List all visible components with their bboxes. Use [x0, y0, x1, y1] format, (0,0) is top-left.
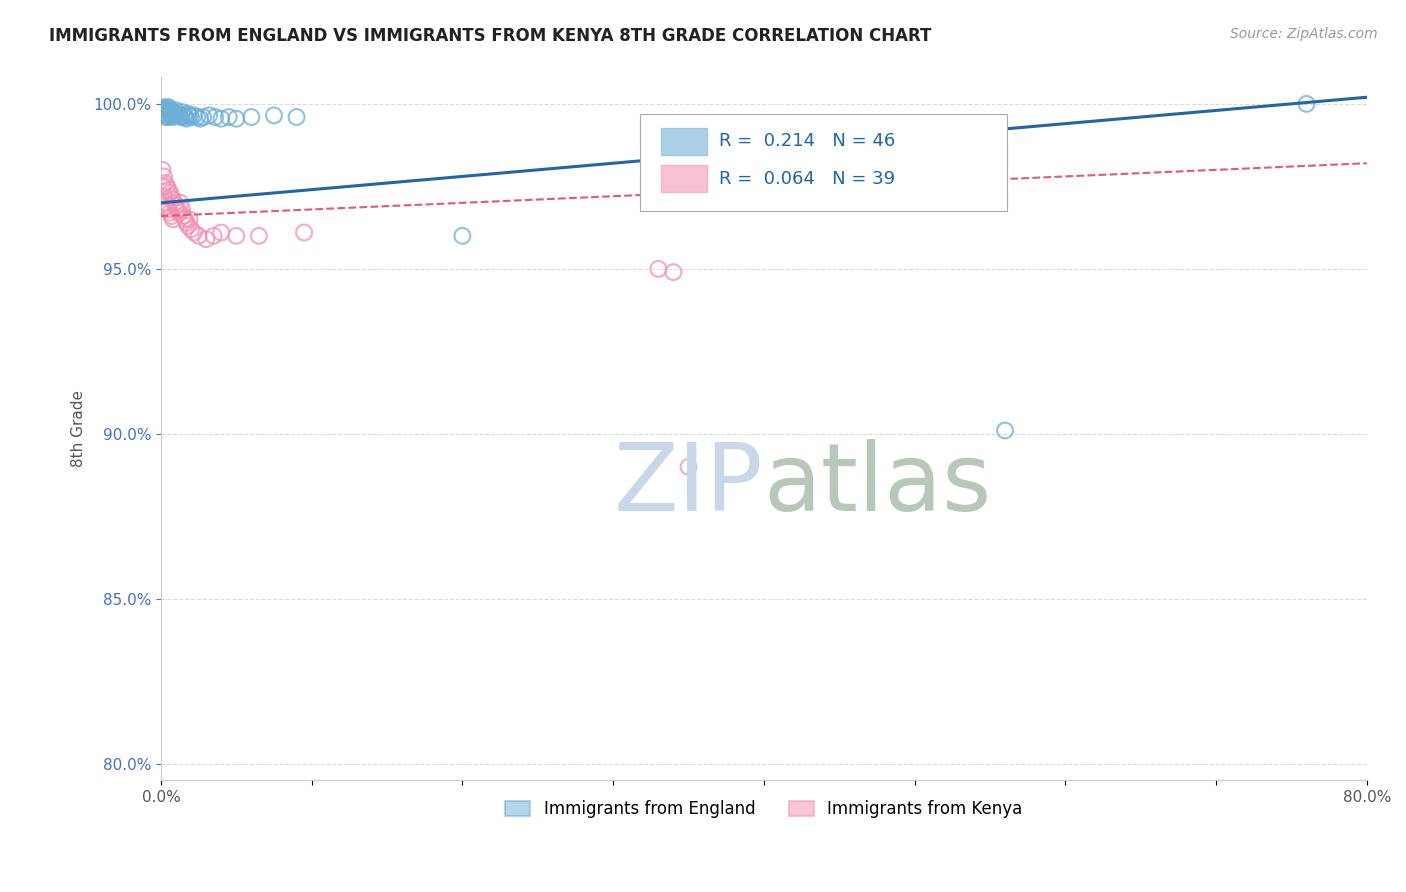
- Text: atlas: atlas: [763, 439, 993, 531]
- Point: [165, 103, 187, 118]
- Point: [678, 459, 700, 474]
- Point: [180, 222, 202, 236]
- Point: [183, 108, 205, 122]
- Text: R =  0.064   N = 39: R = 0.064 N = 39: [720, 169, 896, 187]
- Point: [292, 226, 315, 240]
- Point: [188, 112, 211, 126]
- Text: ZIP: ZIP: [614, 439, 763, 531]
- Text: IMMIGRANTS FROM ENGLAND VS IMMIGRANTS FROM KENYA 8TH GRADE CORRELATION CHART: IMMIGRANTS FROM ENGLAND VS IMMIGRANTS FR…: [49, 27, 932, 45]
- Point: [198, 108, 221, 122]
- Point: [159, 107, 181, 121]
- Point: [155, 176, 177, 190]
- Point: [170, 202, 193, 217]
- Point: [174, 110, 197, 124]
- Point: [166, 202, 188, 217]
- FancyBboxPatch shape: [640, 114, 1008, 211]
- Point: [152, 162, 174, 177]
- Point: [180, 110, 202, 124]
- Point: [153, 100, 176, 114]
- Point: [994, 424, 1017, 438]
- Text: Source: ZipAtlas.com: Source: ZipAtlas.com: [1230, 27, 1378, 41]
- Point: [191, 110, 214, 124]
- Point: [165, 108, 187, 122]
- Point: [152, 107, 174, 121]
- Point: [225, 228, 247, 243]
- Point: [174, 212, 197, 227]
- Point: [169, 110, 191, 124]
- Point: [179, 212, 201, 227]
- Point: [285, 110, 308, 124]
- Point: [183, 226, 205, 240]
- Point: [167, 108, 190, 122]
- Point: [157, 105, 180, 120]
- Point: [155, 107, 177, 121]
- Point: [163, 107, 186, 121]
- Bar: [661, 128, 707, 154]
- Point: [160, 209, 183, 223]
- Point: [159, 186, 181, 200]
- Point: [162, 110, 184, 124]
- Point: [179, 108, 201, 122]
- Point: [155, 110, 177, 124]
- Point: [165, 199, 187, 213]
- Point: [156, 108, 179, 122]
- Y-axis label: 8th Grade: 8th Grade: [72, 391, 86, 467]
- Point: [647, 261, 669, 276]
- Point: [240, 110, 263, 124]
- Point: [166, 107, 188, 121]
- Point: [218, 110, 240, 124]
- Point: [156, 179, 179, 194]
- Point: [157, 110, 180, 124]
- Point: [225, 112, 247, 126]
- Point: [159, 102, 181, 116]
- Point: [153, 189, 176, 203]
- Point: [263, 108, 285, 122]
- Point: [176, 216, 198, 230]
- Point: [162, 105, 184, 120]
- Point: [156, 199, 179, 213]
- Point: [195, 232, 218, 246]
- Point: [173, 108, 195, 122]
- Point: [209, 226, 232, 240]
- Point: [157, 202, 180, 217]
- Point: [177, 107, 200, 121]
- Legend: Immigrants from England, Immigrants from Kenya: Immigrants from England, Immigrants from…: [499, 793, 1029, 825]
- Point: [204, 110, 226, 124]
- Point: [177, 219, 200, 233]
- Point: [162, 193, 184, 207]
- Point: [202, 228, 225, 243]
- Point: [153, 105, 176, 120]
- Point: [160, 189, 183, 203]
- Point: [170, 105, 193, 120]
- Point: [156, 103, 179, 118]
- Point: [167, 205, 190, 219]
- Point: [176, 112, 198, 126]
- Point: [157, 100, 180, 114]
- Point: [169, 195, 191, 210]
- Point: [157, 183, 180, 197]
- Point: [173, 209, 195, 223]
- Point: [153, 169, 176, 184]
- Point: [186, 110, 208, 124]
- Point: [662, 265, 685, 279]
- Point: [155, 195, 177, 210]
- Bar: [661, 165, 707, 192]
- Point: [163, 195, 186, 210]
- Point: [152, 102, 174, 116]
- Point: [247, 228, 270, 243]
- Point: [1295, 96, 1317, 111]
- Point: [152, 179, 174, 194]
- Point: [209, 112, 232, 126]
- Point: [451, 228, 474, 243]
- Point: [187, 228, 209, 243]
- Point: [162, 212, 184, 227]
- Point: [160, 103, 183, 118]
- Point: [155, 102, 177, 116]
- Point: [160, 108, 183, 122]
- Text: R =  0.214   N = 46: R = 0.214 N = 46: [720, 132, 896, 151]
- Point: [159, 205, 181, 219]
